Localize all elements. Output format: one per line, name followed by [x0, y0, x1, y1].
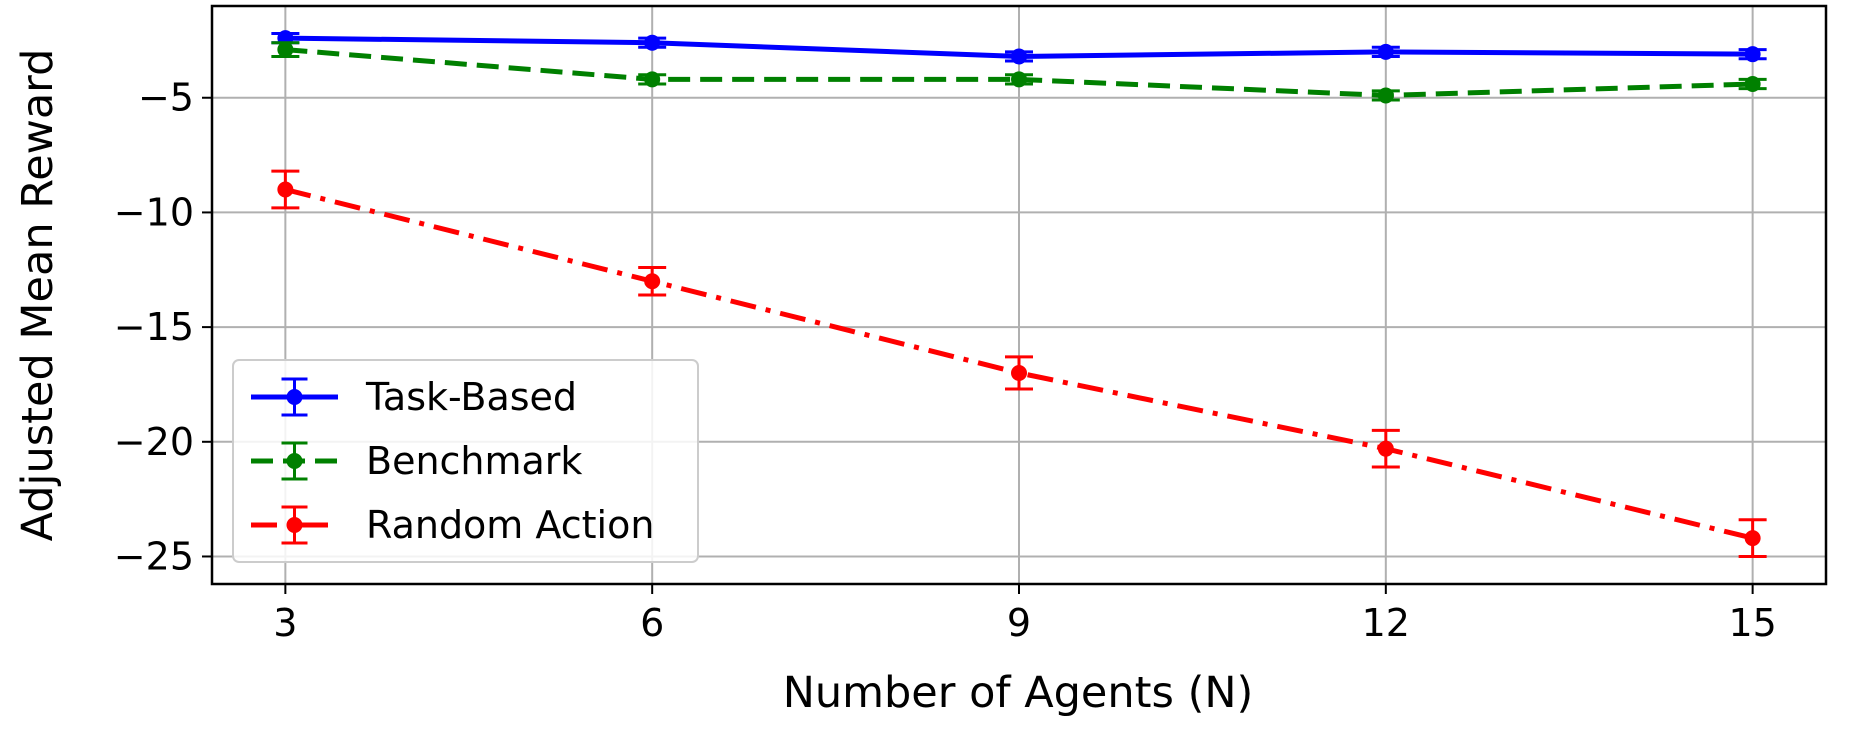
data-point	[1377, 440, 1394, 457]
series-random-action	[271, 169, 1767, 558]
y-axis-title: Adjusted Mean Reward	[13, 49, 63, 542]
data-point	[1744, 46, 1761, 63]
y-tick-label: −20	[114, 420, 194, 464]
y-tick-label: −5	[138, 76, 194, 120]
legend-label: Random Action	[366, 503, 654, 547]
data-point	[1011, 71, 1027, 88]
ticks: 3 6 9 12 15 −5 −10 −15 −20 −25	[114, 76, 1777, 645]
x-tick-label: 15	[1728, 601, 1776, 645]
legend-item: Benchmark	[251, 439, 582, 483]
data-point	[1377, 87, 1394, 104]
y-tick-label: −15	[114, 305, 194, 349]
y-tick-label: −10	[114, 190, 194, 234]
legend-marker	[286, 453, 303, 469]
data-point	[644, 273, 661, 290]
data-point	[1011, 48, 1027, 65]
data-point	[1744, 75, 1761, 92]
x-axis-title: Number of Agents (N)	[783, 668, 1254, 718]
series-group	[271, 30, 1767, 558]
y-tick-label: −25	[114, 534, 194, 578]
legend-label: Task-Based	[365, 375, 577, 419]
data-point	[1744, 530, 1761, 547]
data-point	[644, 71, 661, 88]
data-point	[277, 181, 294, 198]
data-point	[1377, 43, 1394, 60]
x-tick-label: 12	[1362, 601, 1410, 645]
legend: Task-Based Benchmark Random Action	[232, 359, 699, 563]
legend-label: Benchmark	[366, 439, 582, 483]
x-tick-label: 9	[1007, 601, 1031, 645]
x-tick-label: 3	[273, 601, 297, 645]
legend-marker	[286, 517, 303, 533]
series-line	[285, 47, 1753, 98]
x-tick-label: 6	[640, 601, 664, 645]
legend-item: Task-Based	[251, 375, 577, 419]
data-point	[277, 41, 294, 58]
data-point	[1011, 364, 1027, 381]
legend-box	[232, 359, 699, 563]
legend-item: Random Action	[251, 503, 654, 547]
series-benchmark	[271, 41, 1767, 104]
legend-marker	[286, 389, 303, 405]
data-point	[644, 34, 661, 51]
series-task-based	[271, 30, 1767, 65]
